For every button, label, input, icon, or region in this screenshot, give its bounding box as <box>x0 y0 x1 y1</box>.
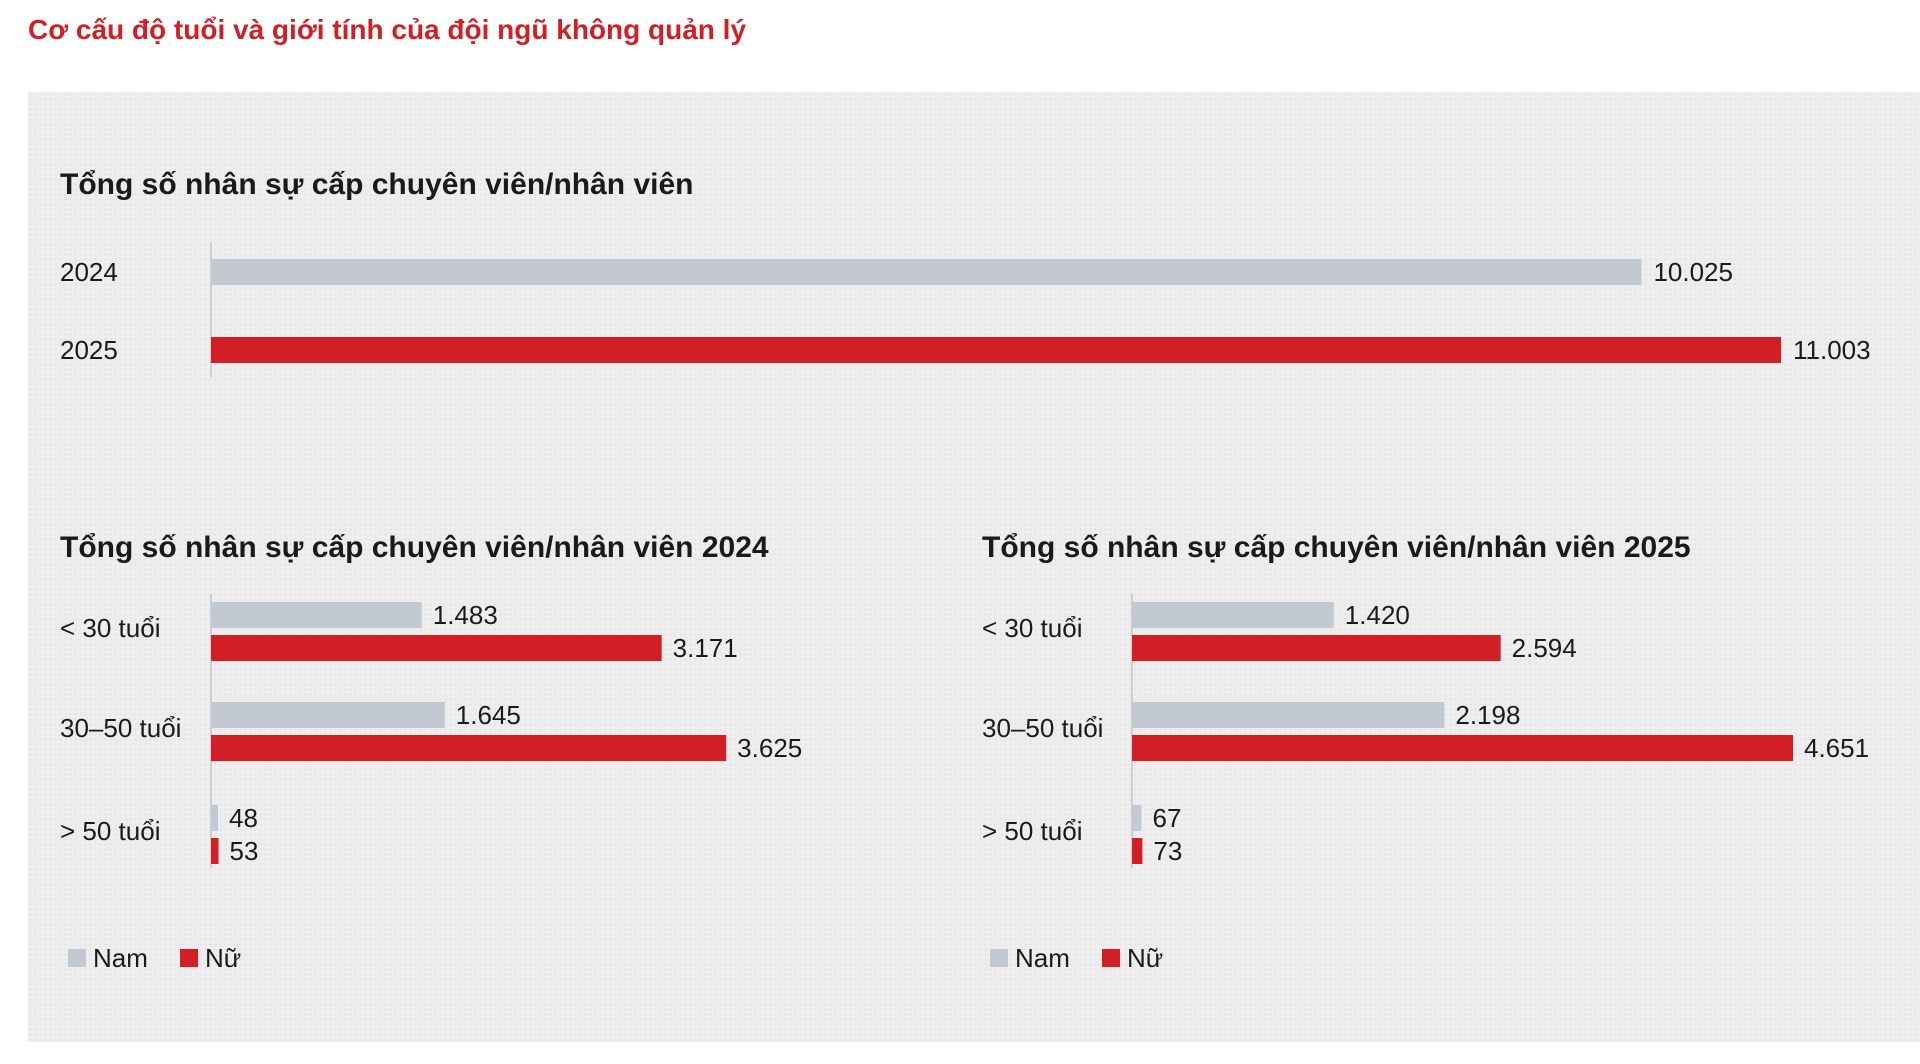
chart-2025-value-label: 2.594 <box>1512 633 1577 663</box>
chart-2025-bar-nu <box>1132 735 1793 761</box>
chart-2025-value-label: 1.420 <box>1345 600 1410 630</box>
chart-2025-value-label: 2.198 <box>1455 700 1520 730</box>
chart-2024-bar-nam <box>211 805 218 831</box>
chart-2024-value-label: 3.625 <box>737 733 802 763</box>
chart-2024-bar-nu <box>211 735 727 761</box>
chart-panel: Tổng số nhân sự cấp chuyên viên/nhân viê… <box>28 92 1920 1042</box>
chart-2025-legend-label-nam: Nam <box>1015 943 1070 973</box>
chart-2025-legend-swatch-nam <box>990 949 1008 967</box>
chart-2025-bar-nu <box>1132 838 1143 864</box>
totals-bar-2024 <box>211 259 1642 285</box>
chart-2024-value-label: 48 <box>229 803 258 833</box>
chart-2024-category-label: > 50 tuổi <box>60 816 160 846</box>
totals-category-label: 2024 <box>60 257 118 287</box>
chart-2024-legend-swatch-nu <box>180 949 198 967</box>
chart-2025-value-label: 67 <box>1153 803 1182 833</box>
totals-category-label: 2025 <box>60 335 118 365</box>
chart-2025-title: Tổng số nhân sự cấp chuyên viên/nhân viê… <box>982 531 1691 564</box>
chart-2024-value-label: 3.171 <box>673 633 738 663</box>
chart-2024-value-label: 1.645 <box>456 700 521 730</box>
chart-2025-legend-label-nu: Nữ <box>1127 943 1163 973</box>
chart-2025-bar-nam <box>1132 805 1142 831</box>
chart-2024-category-label: < 30 tuổi <box>60 613 160 643</box>
chart-2024-bar-nam <box>211 702 445 728</box>
totals-chart-title: Tổng số nhân sự cấp chuyên viên/nhân viê… <box>60 168 694 201</box>
chart-2024-value-label: 1.483 <box>433 600 498 630</box>
chart-2025-value-label: 4.651 <box>1804 733 1869 763</box>
chart-2025-category-label: < 30 tuổi <box>982 613 1082 643</box>
chart-2025-category-label: > 50 tuổi <box>982 816 1082 846</box>
chart-2025-bar-nam <box>1132 602 1334 628</box>
totals-bar-2025 <box>211 337 1781 363</box>
chart-2025-bar-nam <box>1132 702 1445 728</box>
chart-2024-title: Tổng số nhân sự cấp chuyên viên/nhân viê… <box>60 531 769 564</box>
chart-2024-bar-nam <box>211 602 422 628</box>
chart-2024-legend-label-nam: Nam <box>93 943 148 973</box>
totals-value-label: 11.003 <box>1793 335 1871 365</box>
chart-2025-legend-swatch-nu <box>1102 949 1120 967</box>
chart-2024-legend-swatch-nam <box>68 949 86 967</box>
chart-2024-category-label: 30–50 tuổi <box>60 713 181 743</box>
chart-2025-value-label: 73 <box>1153 836 1182 866</box>
chart-2025-bar-nu <box>1132 635 1501 661</box>
chart-2024-legend-label-nu: Nữ <box>205 943 241 973</box>
chart-2024-bar-nu <box>211 838 219 864</box>
chart-2024-value-label: 53 <box>230 836 259 866</box>
chart-2024-bar-nu <box>211 635 662 661</box>
page-title: Cơ cấu độ tuổi và giới tính của đội ngũ … <box>28 14 747 45</box>
totals-value-label: 10.025 <box>1653 257 1733 287</box>
charts-svg: Tổng số nhân sự cấp chuyên viên/nhân viê… <box>60 168 1871 973</box>
chart-2025-category-label: 30–50 tuổi <box>982 713 1103 743</box>
